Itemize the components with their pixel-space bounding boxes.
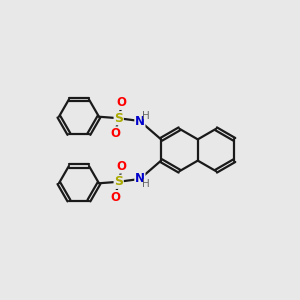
Text: N: N [135,172,145,185]
Text: O: O [111,127,121,140]
Text: O: O [117,160,127,173]
Text: H: H [142,111,150,121]
Text: N: N [135,115,145,128]
Text: O: O [111,190,121,204]
Text: S: S [114,112,123,125]
Text: O: O [117,96,127,110]
Text: H: H [142,179,150,189]
Text: S: S [114,175,123,188]
